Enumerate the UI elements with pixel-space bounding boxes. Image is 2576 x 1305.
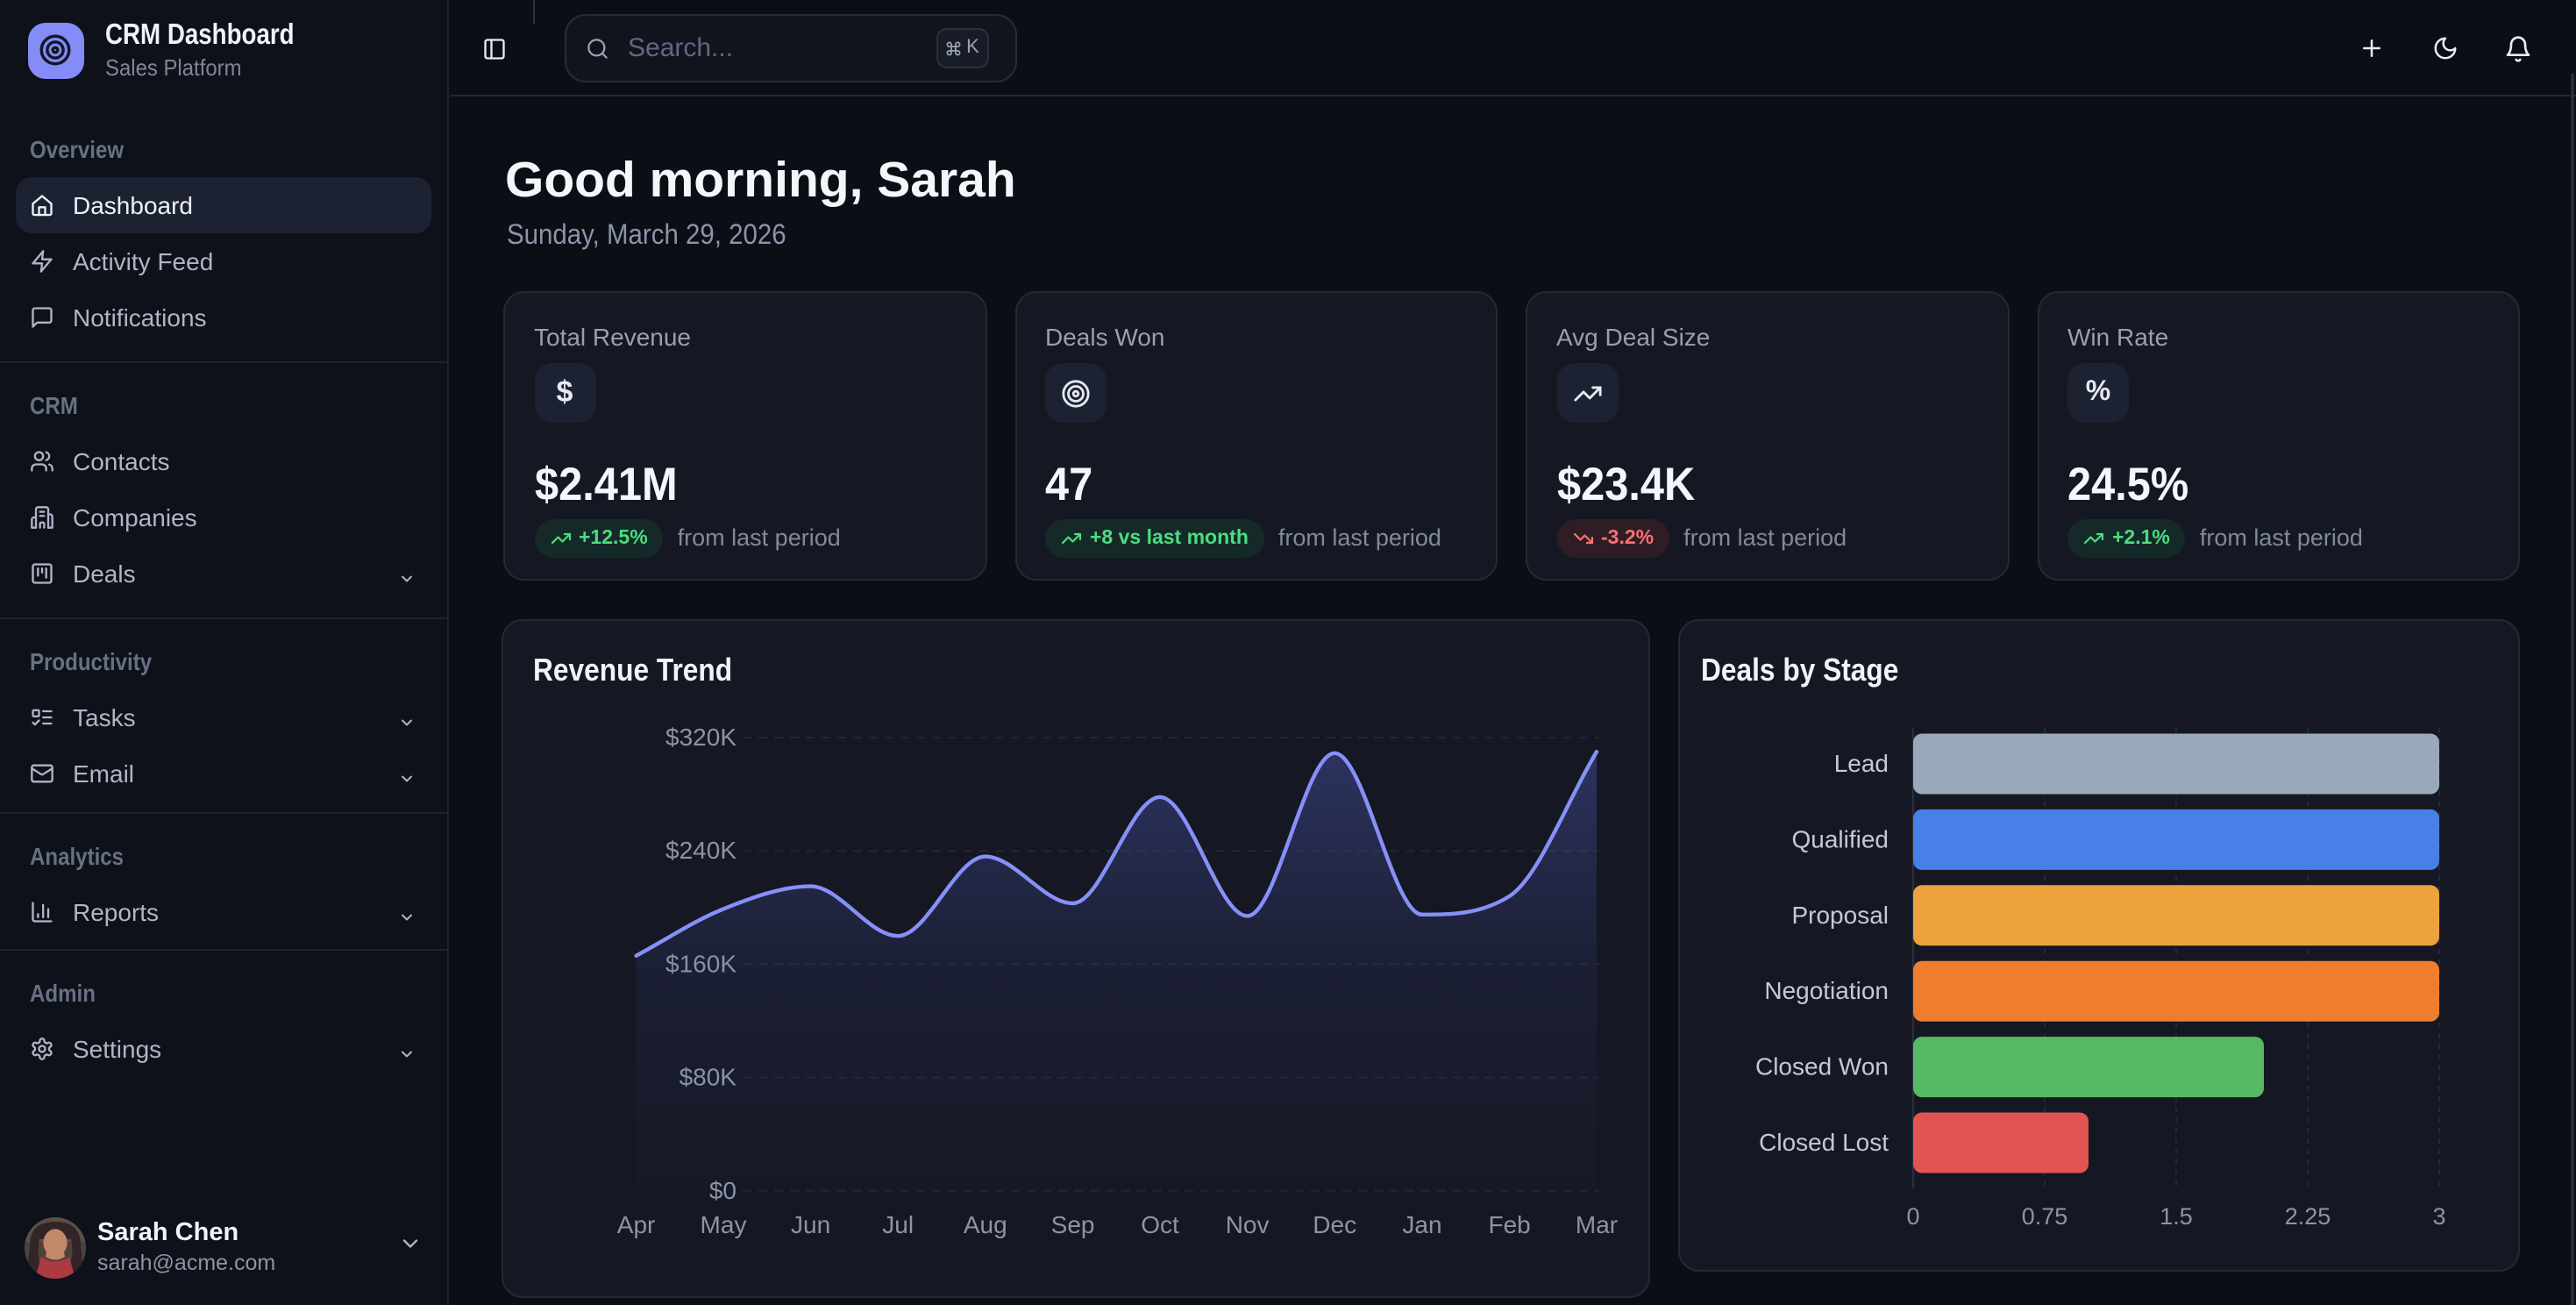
svg-text:Sep: Sep	[1051, 1210, 1095, 1237]
svg-text:Proposal: Proposal	[1791, 901, 1889, 928]
svg-text:2.25: 2.25	[2285, 1202, 2331, 1229]
svg-text:Closed Won: Closed Won	[1755, 1052, 1889, 1080]
svg-text:Lead: Lead	[1834, 749, 1889, 776]
svg-text:May: May	[701, 1210, 747, 1237]
svg-text:Jul: Jul	[882, 1210, 914, 1237]
svg-text:Apr: Apr	[617, 1210, 656, 1237]
svg-text:Aug: Aug	[964, 1210, 1007, 1237]
svg-text:Qualified: Qualified	[1791, 824, 1889, 852]
svg-text:Oct: Oct	[1141, 1210, 1179, 1237]
svg-text:Jun: Jun	[791, 1210, 830, 1237]
svg-text:0.75: 0.75	[2022, 1202, 2068, 1229]
svg-text:$320K: $320K	[665, 723, 737, 750]
svg-text:Closed Lost: Closed Lost	[1759, 1128, 1889, 1155]
svg-text:Dec: Dec	[1313, 1210, 1356, 1237]
svg-text:Mar: Mar	[1576, 1210, 1618, 1237]
svg-text:Negotiation: Negotiation	[1764, 976, 1889, 1003]
svg-text:3: 3	[2432, 1202, 2445, 1229]
svg-text:0: 0	[1906, 1202, 1919, 1229]
svg-text:$240K: $240K	[665, 836, 737, 863]
svg-text:Feb: Feb	[1488, 1210, 1530, 1237]
svg-text:Nov: Nov	[1226, 1210, 1270, 1237]
svg-text:Jan: Jan	[1402, 1210, 1441, 1237]
svg-text:1.5: 1.5	[2160, 1202, 2193, 1229]
